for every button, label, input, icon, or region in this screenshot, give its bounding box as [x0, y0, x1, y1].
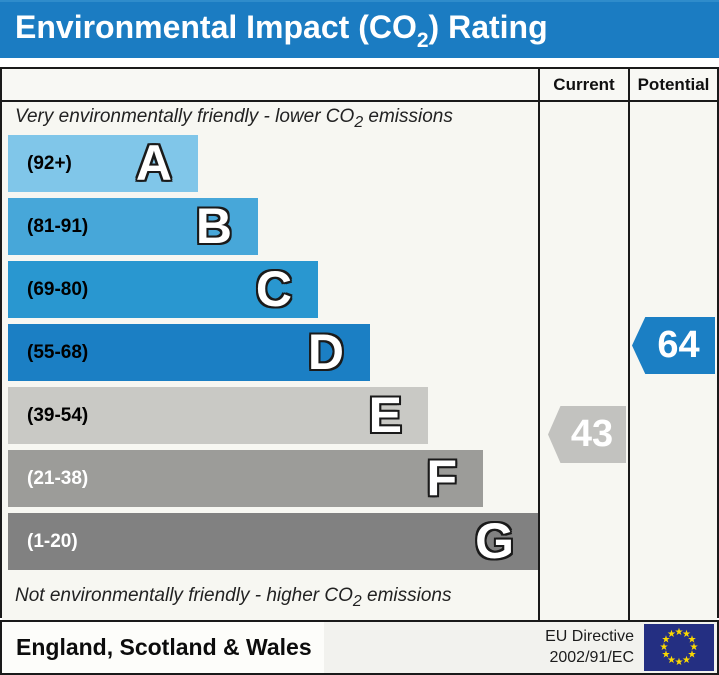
eu-flag-star: ★ — [688, 635, 697, 646]
header-cell-empty — [2, 69, 538, 102]
chart-title-subscript: 2 — [416, 29, 429, 53]
band-range-label-A: (92+) — [27, 152, 72, 174]
band-bar-F: (21-38) F — [8, 450, 483, 507]
eu-flag-star: ★ — [660, 642, 669, 653]
eu-flag-field — [644, 624, 714, 671]
potential-rating-arrow: 64 — [632, 317, 715, 374]
chart-title-suffix: ) Rating — [428, 8, 548, 45]
chart-title-text: Environmental Impact (CO — [15, 8, 417, 45]
rating-bands: (92+) A (81-91) B (69-80) C (55-68) D (39-54) E (2… — [2, 135, 540, 570]
band-range-label-F: (21-38) — [27, 467, 89, 489]
top-note: Very environmentally friendly - lower CO… — [15, 105, 453, 131]
band-range-label-B: (81-91) — [27, 215, 89, 237]
band-letter-B: B — [195, 198, 232, 254]
footer-region-label: England, Scotland & Wales — [16, 634, 312, 660]
bottom-note: Not environmentally friendly - higher CO… — [15, 585, 452, 610]
current-rating-arrow: 43 — [548, 406, 626, 463]
eu-flag-icon: ★ ★ ★ ★ ★ ★ ★ ★ ★ ★ ★ ★ — [644, 624, 714, 671]
band-row-D: (55-68) D — [8, 324, 538, 381]
band-letter-D: D — [307, 324, 344, 380]
band-range-label-D: (55-68) — [27, 341, 89, 363]
band-row-A: (92+) A — [8, 135, 538, 192]
band-row-F: (21-38) F — [8, 450, 538, 507]
header-cell-potential: Potential — [628, 69, 717, 102]
eu-flag-star: ★ — [667, 655, 676, 666]
eu-flag-star: ★ — [688, 650, 697, 661]
eu-flag-star: ★ — [682, 655, 691, 666]
footer-directive-section: EU Directive 2002/91/EC ★ ★ ★ ★ ★ ★ ★ ★ ★ ★ ★ ★ — [323, 622, 717, 673]
eu-directive-label: EU Directive 2002/91/EC — [545, 627, 634, 669]
band-bar-C: (69-80) C — [8, 261, 318, 318]
band-letter-E: E — [368, 387, 402, 443]
eu-flag-star: ★ — [662, 650, 671, 661]
chart-title-bar: Environmental Impact (CO2) Rating — [0, 0, 719, 58]
eu-flag-star: ★ — [675, 657, 684, 668]
band-range-label-G: (1-20) — [27, 530, 78, 552]
band-bar-A: (92+) A — [8, 135, 198, 192]
band-bar-D: (55-68) D — [8, 324, 370, 381]
band-row-C: (69-80) C — [8, 261, 538, 318]
band-range-label-C: (69-80) — [27, 278, 89, 300]
eu-flag-star: ★ — [690, 642, 699, 653]
band-row-G: (1-20) G — [8, 513, 540, 570]
band-bar-B: (81-91) B — [8, 198, 258, 255]
band-letter-A: A — [135, 135, 172, 191]
band-range-label-E: (39-54) — [27, 404, 89, 426]
rating-table: Current Potential Very environmentally f… — [0, 67, 719, 620]
potential-rating-column: 64 — [628, 102, 717, 620]
band-bar-E: (39-54) E — [8, 387, 428, 444]
eu-flag-star: ★ — [662, 635, 671, 646]
rating-scale-column: Very environmentally friendly - lower CO… — [2, 102, 540, 620]
band-letter-C: C — [255, 261, 292, 317]
band-row-E: (39-54) E — [8, 387, 538, 444]
band-row-B: (81-91) B — [8, 198, 538, 255]
eu-directive-line1: EU Directive — [545, 627, 634, 645]
band-letter-F: F — [426, 450, 457, 506]
current-rating-column: 43 — [538, 102, 628, 620]
band-letter-G: G — [475, 513, 514, 569]
chart-title: Environmental Impact (CO2) Rating — [15, 8, 548, 53]
eu-directive-line2: 2002/91/EC — [549, 648, 634, 666]
current-rating-value: 43 — [570, 413, 614, 455]
eu-flag-star: ★ — [682, 629, 691, 640]
eu-flag-star: ★ — [667, 629, 676, 640]
eu-flag-star: ★ — [675, 627, 684, 638]
potential-rating-value: 64 — [657, 324, 700, 366]
header-cell-current: Current — [538, 69, 628, 102]
footer-bar: England, Scotland & Wales EU Directive 2… — [0, 620, 719, 675]
band-bar-G: (1-20) G — [8, 513, 540, 570]
